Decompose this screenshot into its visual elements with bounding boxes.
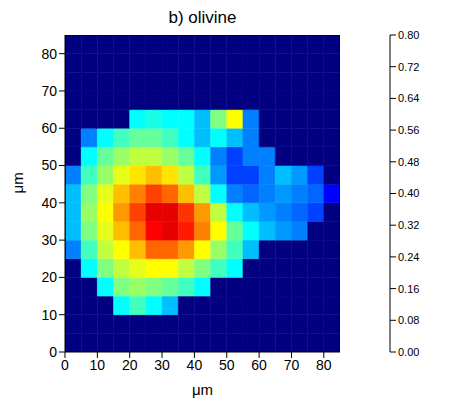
- svg-text:70: 70: [284, 357, 300, 373]
- svg-text:70: 70: [41, 83, 57, 99]
- svg-text:50: 50: [219, 357, 235, 373]
- svg-text:0.24: 0.24: [398, 251, 419, 263]
- svg-text:40: 40: [41, 195, 57, 211]
- svg-text:60: 60: [251, 357, 267, 373]
- svg-text:0.80: 0.80: [398, 29, 419, 41]
- svg-text:0.56: 0.56: [398, 124, 419, 136]
- svg-text:10: 10: [90, 357, 106, 373]
- svg-text:0: 0: [61, 357, 69, 373]
- svg-text:μm: μm: [9, 172, 26, 193]
- svg-text:0.16: 0.16: [398, 283, 419, 295]
- svg-text:30: 30: [41, 232, 57, 248]
- svg-text:20: 20: [41, 269, 57, 285]
- svg-text:0.64: 0.64: [398, 92, 419, 104]
- svg-text:0.08: 0.08: [398, 314, 419, 326]
- svg-text:0.48: 0.48: [398, 156, 419, 168]
- svg-text:50: 50: [41, 157, 57, 173]
- svg-text:20: 20: [122, 357, 138, 373]
- svg-text:μm: μm: [192, 381, 213, 398]
- svg-text:10: 10: [41, 307, 57, 323]
- svg-text:0.72: 0.72: [398, 61, 419, 73]
- svg-text:30: 30: [154, 357, 170, 373]
- svg-text:0.40: 0.40: [398, 187, 419, 199]
- svg-text:0: 0: [49, 344, 57, 360]
- svg-text:80: 80: [316, 357, 332, 373]
- svg-text:0.00: 0.00: [398, 346, 419, 358]
- svg-text:80: 80: [41, 46, 57, 62]
- svg-text:40: 40: [187, 357, 203, 373]
- svg-text:0.32: 0.32: [398, 219, 419, 231]
- html-text:b) olivine: b) olivine: [168, 8, 237, 27]
- svg-text:60: 60: [41, 120, 57, 136]
